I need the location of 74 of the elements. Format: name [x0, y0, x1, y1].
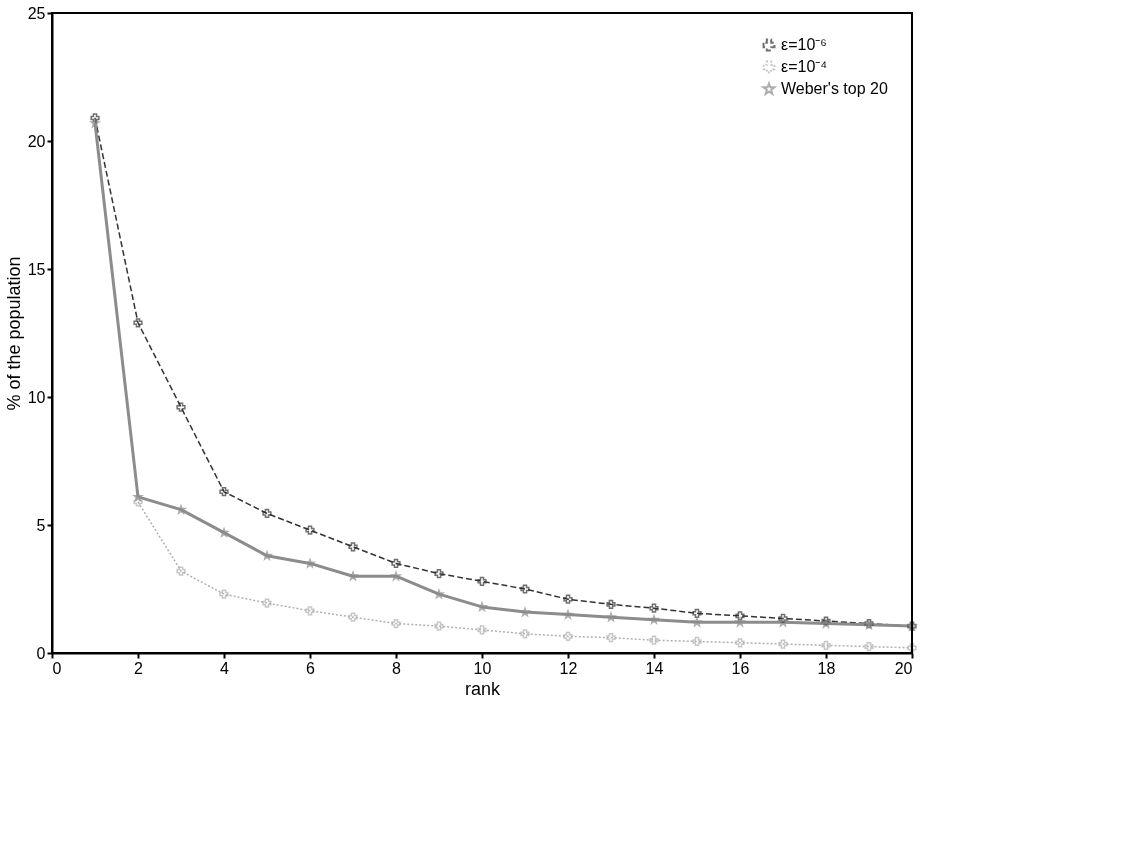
point	[348, 571, 358, 581]
point	[735, 617, 745, 627]
point	[348, 542, 358, 552]
point	[262, 508, 272, 519]
legend-label: Weber's top 20	[781, 80, 888, 97]
point	[477, 602, 487, 612]
point	[176, 566, 186, 576]
x-axis-title: rank	[464, 678, 502, 699]
point	[262, 598, 272, 608]
point	[133, 497, 143, 507]
point	[606, 599, 616, 609]
y-tick-label: 25	[27, 4, 46, 22]
point	[778, 613, 788, 624]
point	[821, 640, 831, 650]
point	[778, 639, 788, 649]
x-tick-label: 14	[645, 659, 664, 677]
point	[520, 629, 530, 639]
point	[563, 631, 573, 641]
point	[305, 525, 315, 535]
point	[262, 551, 272, 560]
point	[778, 617, 788, 627]
point	[305, 606, 315, 616]
point	[907, 643, 917, 653]
x-tick-label: 6	[306, 659, 316, 677]
point	[735, 611, 745, 621]
point	[176, 505, 186, 514]
point	[649, 635, 659, 645]
point	[864, 641, 874, 652]
point	[90, 113, 100, 123]
legend-label: ε=10⁻⁶	[781, 36, 827, 53]
legend-label: ε=10⁻⁴	[781, 58, 828, 75]
point	[391, 558, 401, 569]
point	[735, 638, 745, 648]
y-axis-title: % of the population	[3, 256, 24, 411]
y-tick-label: 10	[27, 388, 46, 406]
point	[391, 571, 401, 581]
point	[692, 608, 702, 618]
point	[305, 558, 315, 568]
x-tick-label: 10	[473, 659, 492, 677]
x-tick-label: 4	[220, 659, 230, 677]
point	[434, 621, 444, 631]
y-tick-label: 5	[36, 516, 46, 534]
x-tick-label: 8	[392, 659, 402, 677]
point	[649, 603, 659, 613]
point	[391, 618, 401, 629]
point	[348, 612, 358, 622]
point	[520, 584, 530, 594]
point	[649, 615, 659, 624]
point	[219, 589, 229, 599]
point	[133, 318, 143, 328]
x-tick-label: 18	[817, 659, 836, 677]
point	[606, 633, 616, 643]
x-tick-label: 12	[559, 659, 578, 677]
point	[520, 607, 530, 617]
x-tick-label: 16	[731, 659, 750, 677]
point	[477, 625, 487, 635]
point	[606, 612, 616, 622]
point	[176, 402, 186, 412]
point	[692, 636, 702, 647]
point	[563, 594, 573, 604]
x-tick-label: 0	[52, 659, 62, 677]
y-tick-label: 0	[36, 644, 46, 662]
point	[692, 617, 702, 627]
x-tick-label: 2	[134, 659, 144, 677]
y-tick-label: 15	[27, 260, 46, 278]
point	[219, 487, 229, 497]
x-tick-label: 20	[894, 659, 913, 677]
point	[90, 118, 100, 128]
point	[563, 609, 573, 619]
point	[219, 528, 229, 537]
y-tick-label: 20	[27, 132, 46, 150]
point	[434, 569, 444, 579]
point	[477, 576, 487, 586]
point	[434, 589, 444, 599]
